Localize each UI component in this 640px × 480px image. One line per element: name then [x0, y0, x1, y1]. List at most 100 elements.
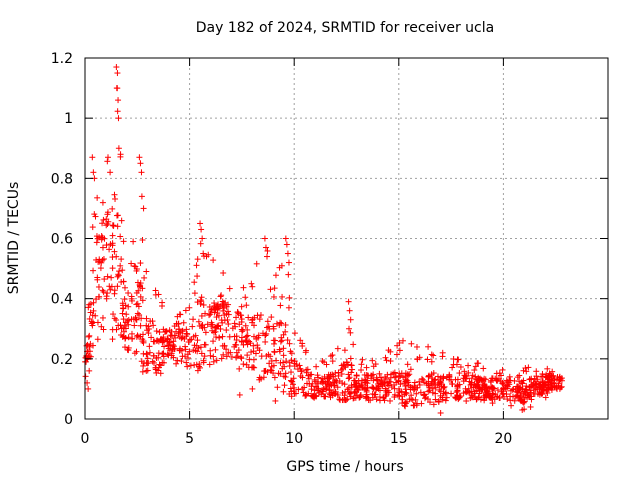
data-point [150, 322, 157, 329]
data-point [136, 154, 143, 161]
data-point [363, 388, 370, 395]
data-point [417, 389, 424, 396]
data-point [206, 303, 213, 310]
data-point [220, 269, 227, 276]
data-point [297, 337, 304, 344]
data-point [383, 357, 390, 364]
data-point [137, 260, 144, 267]
data-point [166, 327, 173, 334]
data-point [401, 380, 408, 387]
data-point [411, 402, 418, 409]
data-point [488, 394, 495, 401]
data-point [249, 385, 256, 392]
data-point [440, 375, 447, 382]
data-point [212, 305, 219, 312]
data-point [421, 379, 428, 386]
data-point [288, 388, 295, 395]
data-point [418, 400, 425, 407]
data-point [248, 349, 255, 356]
data-point [132, 316, 139, 323]
data-point [170, 338, 177, 345]
data-point [454, 388, 461, 395]
data-point [428, 358, 435, 365]
data-point [553, 376, 560, 383]
data-point [188, 336, 195, 343]
data-point [186, 304, 193, 311]
data-point [440, 384, 447, 391]
data-point [194, 348, 201, 355]
data-point [168, 333, 175, 340]
data-point [211, 309, 218, 316]
data-point [134, 310, 141, 317]
data-point [529, 381, 536, 388]
data-point [383, 391, 390, 398]
data-point [109, 205, 116, 212]
data-point [86, 348, 93, 355]
data-point [122, 302, 129, 309]
data-point [143, 268, 150, 275]
data-point [375, 380, 382, 387]
data-point [525, 364, 532, 371]
data-point [153, 369, 160, 376]
data-point [248, 280, 255, 287]
data-point [125, 290, 132, 297]
data-point [143, 315, 150, 322]
data-point [490, 385, 497, 392]
data-point [164, 336, 171, 343]
data-point [182, 307, 189, 314]
data-point [406, 396, 413, 403]
data-point [212, 328, 219, 335]
data-point [120, 333, 127, 340]
data-point [267, 366, 274, 373]
data-point [270, 293, 277, 300]
data-point [361, 371, 368, 378]
data-point [456, 370, 463, 377]
data-point [449, 364, 456, 371]
data-point [236, 391, 243, 398]
data-point [252, 350, 259, 357]
data-point [472, 373, 479, 380]
data-point [399, 337, 406, 344]
data-point [504, 383, 511, 390]
data-point [263, 352, 270, 359]
data-point [197, 300, 204, 307]
data-point [137, 160, 144, 167]
data-point [531, 390, 538, 397]
data-point [429, 375, 436, 382]
data-point [465, 369, 472, 376]
data-point [104, 290, 111, 297]
data-point [160, 337, 167, 344]
data-point [162, 328, 169, 335]
data-point [195, 318, 202, 325]
data-point [425, 388, 432, 395]
data-point [545, 385, 552, 392]
data-point [109, 222, 116, 229]
data-point [468, 381, 475, 388]
data-point [539, 386, 546, 393]
data-point [305, 390, 312, 397]
data-point [540, 387, 547, 394]
data-point [168, 352, 175, 359]
data-point [146, 349, 153, 356]
data-point [193, 262, 200, 269]
data-point [219, 342, 226, 349]
data-point [190, 316, 197, 323]
data-point [369, 357, 376, 364]
data-point [201, 353, 208, 360]
data-point [425, 343, 432, 350]
data-point [504, 396, 511, 403]
data-point [382, 354, 389, 361]
data-point [332, 376, 339, 383]
data-point [110, 222, 117, 229]
data-point [339, 380, 346, 387]
data-point [279, 293, 286, 300]
data-point [345, 298, 352, 305]
data-point [263, 330, 270, 337]
data-point [223, 346, 230, 353]
data-point [92, 213, 99, 220]
data-point [555, 380, 562, 387]
chart-title: Day 182 of 2024, SRMTID for receiver ucl… [196, 20, 494, 36]
data-point [523, 368, 530, 375]
data-point [508, 402, 515, 409]
